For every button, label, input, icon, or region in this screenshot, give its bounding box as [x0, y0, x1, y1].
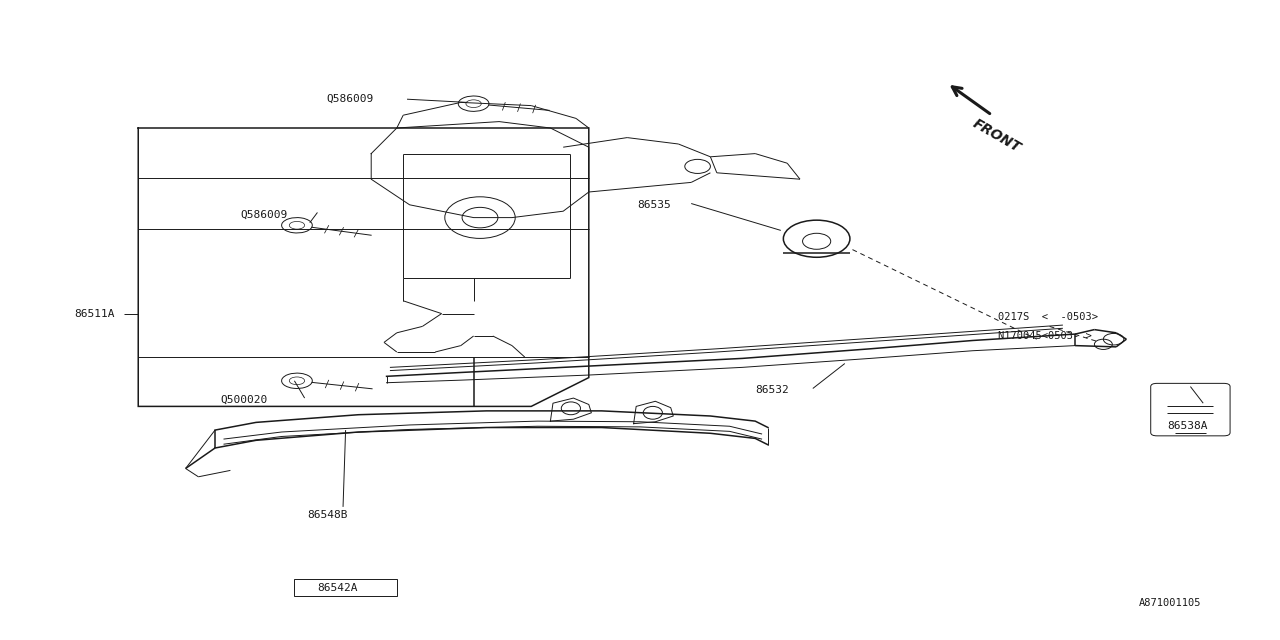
Text: 86532: 86532: [755, 385, 788, 396]
Bar: [294, 579, 397, 596]
Text: Q586009: Q586009: [241, 209, 288, 220]
Text: FRONT: FRONT: [970, 116, 1023, 155]
Text: A871001105: A871001105: [1139, 598, 1202, 608]
Text: Q500020: Q500020: [220, 395, 268, 405]
Text: N170045<0503- >: N170045<0503- >: [998, 331, 1092, 341]
Text: Q586009: Q586009: [326, 94, 374, 104]
Text: 86511A: 86511A: [74, 308, 115, 319]
Text: 86538A: 86538A: [1167, 420, 1208, 431]
Text: 86535: 86535: [637, 200, 671, 210]
Text: 86542A: 86542A: [317, 582, 358, 593]
Text: 0217S  <  -0503>: 0217S < -0503>: [998, 312, 1098, 322]
Text: 86548B: 86548B: [307, 510, 348, 520]
